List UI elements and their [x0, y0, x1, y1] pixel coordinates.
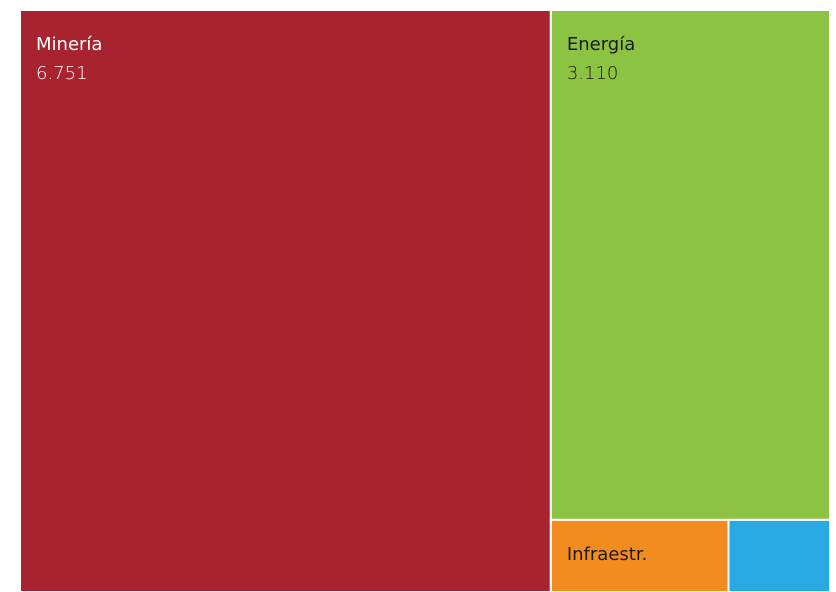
treemap-tile — [727, 518, 831, 592]
tile-label: Energía — [567, 34, 635, 55]
treemap-tile — [549, 518, 730, 592]
tile-value: 6.751 — [36, 63, 88, 84]
tile-label: Infraestr. — [567, 544, 647, 565]
tile-value: 3.110 — [567, 63, 619, 84]
tile-label: Minería — [36, 34, 102, 55]
treemap-tile — [19, 9, 552, 592]
treemap-tile — [549, 9, 831, 521]
